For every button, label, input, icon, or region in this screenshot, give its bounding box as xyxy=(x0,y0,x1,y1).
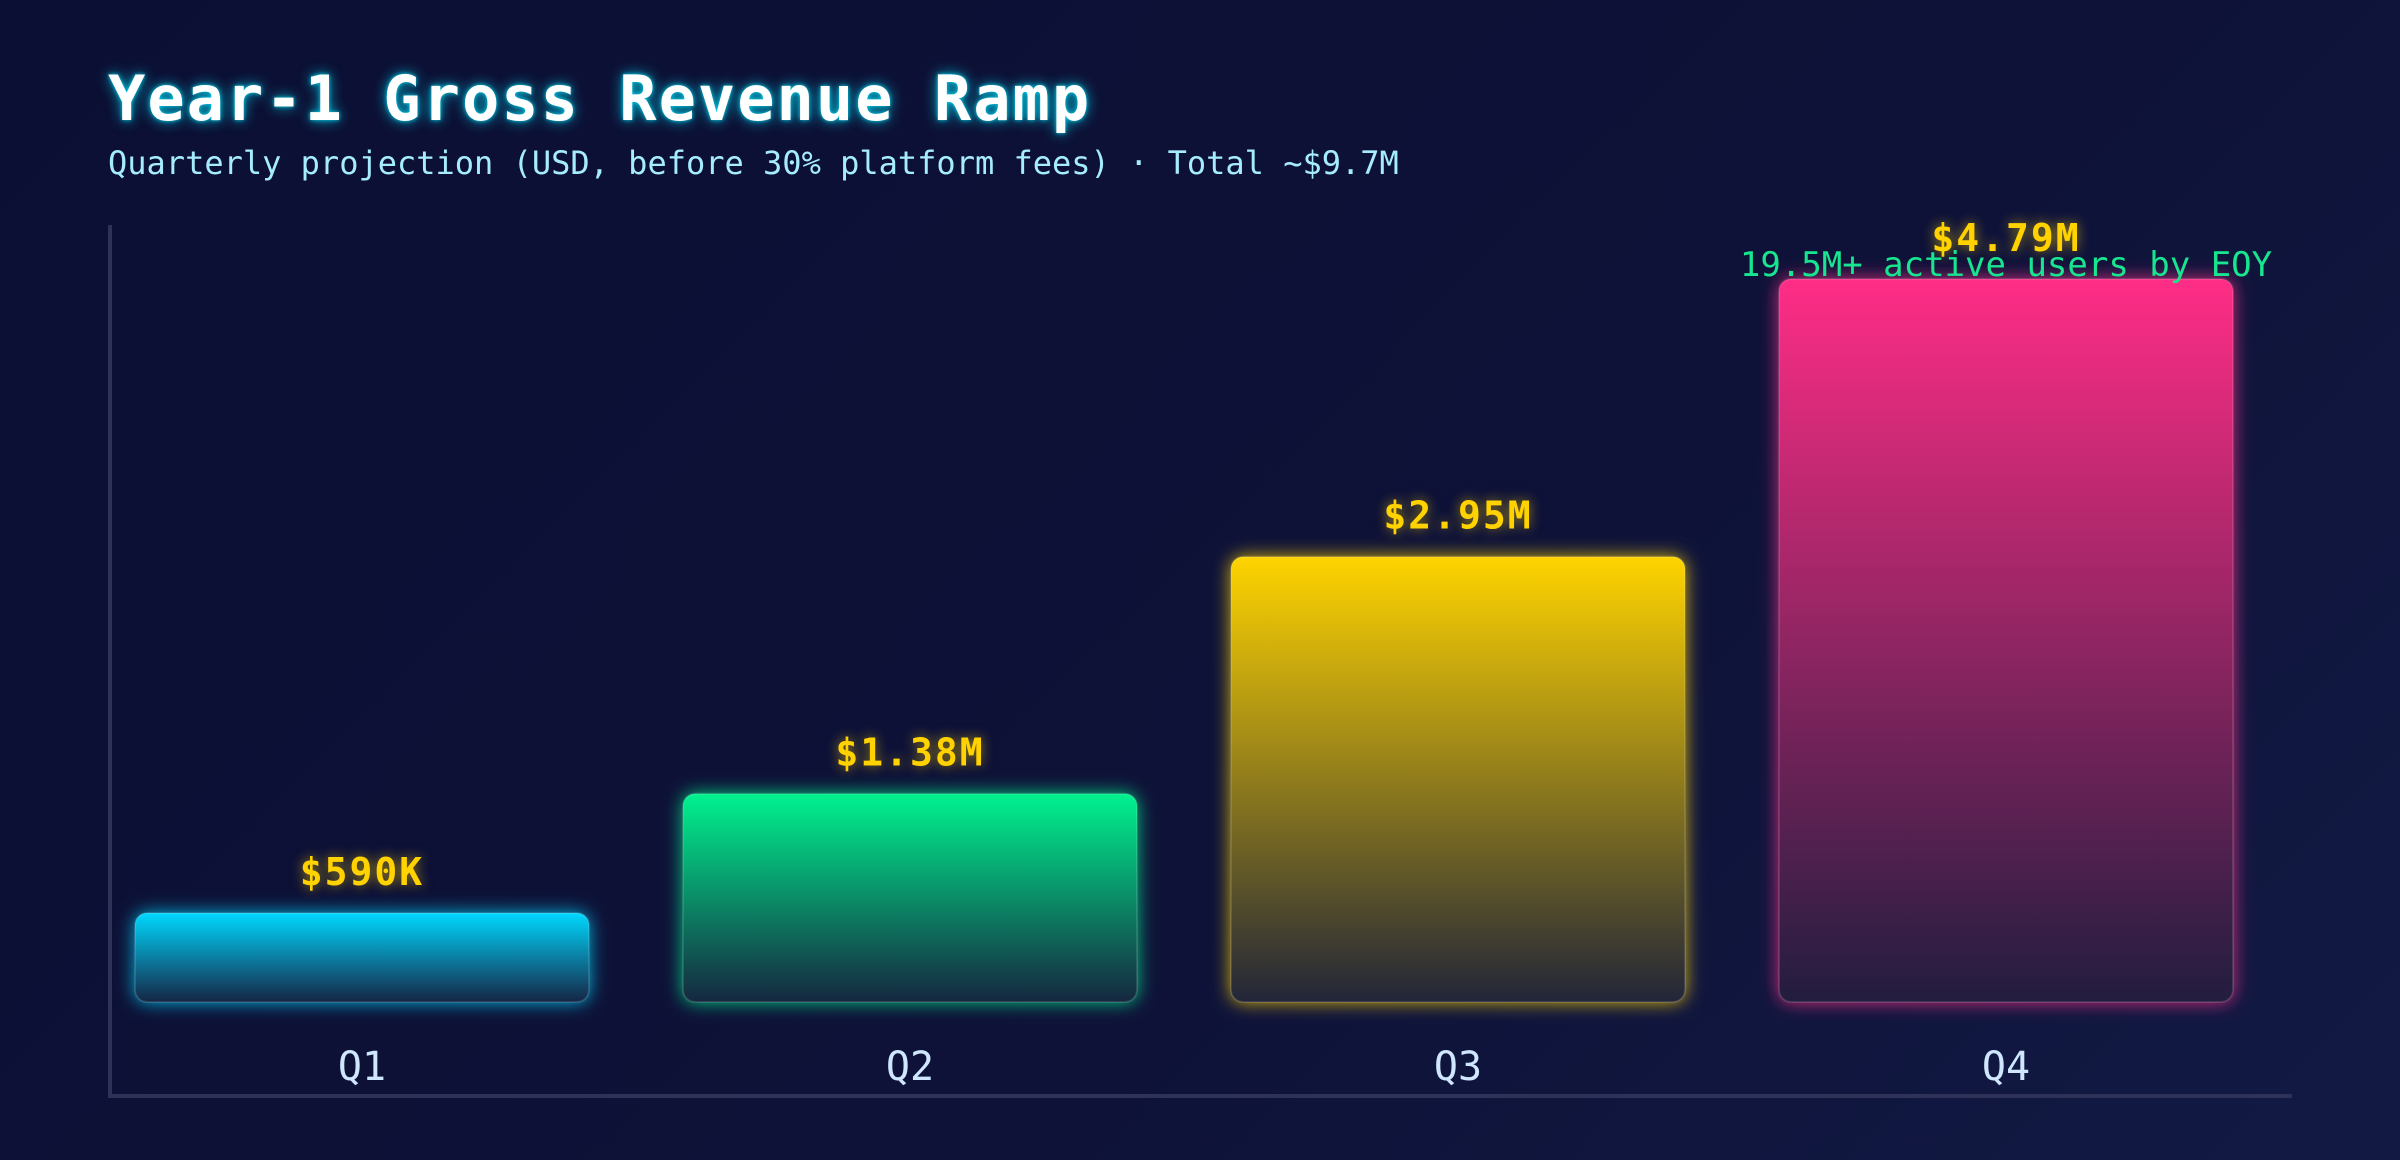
category-label-q4: Q4 xyxy=(1982,1044,2030,1090)
category-label-q2: Q2 xyxy=(886,1044,934,1090)
value-label-q4: $4.79M xyxy=(1931,216,2080,260)
bar-q3 xyxy=(1230,555,1686,1003)
value-label-q3: $2.95M xyxy=(1383,494,1532,538)
value-label-q1: $590K xyxy=(300,850,424,894)
labels-group: $590K Q1 $1.38M Q2 $2.95M Q3 $4.79M Q4 19.5M+ ac… xyxy=(300,216,2272,1090)
category-label-q3: Q3 xyxy=(1434,1044,1482,1090)
bar-q2 xyxy=(682,792,1138,1003)
category-label-q1: Q1 xyxy=(338,1044,386,1090)
bar-q4 xyxy=(1778,278,2234,1003)
chart-title: Year-1 Gross Revenue Ramp xyxy=(108,62,1092,135)
bars-group xyxy=(134,278,2234,1004)
annotation-active-users: 19.5M+ active users by EOY xyxy=(1740,245,2272,285)
axes xyxy=(108,225,2292,1098)
value-label-q2: $1.38M xyxy=(835,731,984,775)
bar-q1 xyxy=(134,911,590,1004)
chart-subtitle: Quarterly projection (USD, before 30% pl… xyxy=(108,144,1399,182)
